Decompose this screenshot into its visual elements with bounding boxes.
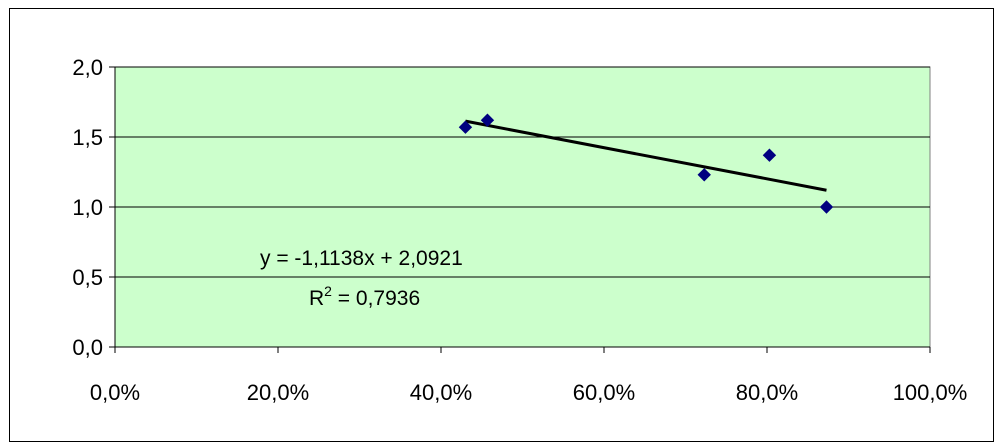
x-tick-label: 60,0% (573, 380, 635, 405)
r-exponent: 2 (324, 283, 332, 299)
r-squared-label: R2 = 0,7936 (309, 283, 420, 310)
x-tick-label: 40,0% (410, 380, 472, 405)
y-tick-label: 0,0 (72, 335, 103, 360)
x-tick-label: 80,0% (736, 380, 798, 405)
data-point (697, 168, 711, 182)
trendline (465, 119, 827, 192)
trendline-equation: y = -1,1138x + 2,0921 (260, 247, 463, 270)
data-points (458, 113, 834, 214)
y-tick-label: 2,0 (72, 55, 103, 80)
y-tick-label: 1,0 (72, 195, 103, 220)
data-point (762, 148, 777, 162)
y-axis-ticks: 0,0 0,5 1,0 1,5 2,0 (72, 55, 115, 360)
data-point (480, 113, 495, 127)
y-tick-label: 0,5 (72, 265, 103, 290)
x-tick-label: 100,0% (893, 380, 968, 405)
data-point (819, 200, 834, 214)
x-tick-label: 0,0% (90, 380, 140, 405)
data-point (458, 120, 473, 134)
x-axis-ticks: 0,0% 20,0% 40,0% 60,0% 80,0% 100,0% (90, 347, 967, 405)
gridlines (115, 66, 930, 278)
y-tick-label: 1,5 (72, 125, 103, 150)
x-tick-label: 20,0% (247, 380, 309, 405)
r-squared-value: = 0,7936 (332, 287, 420, 310)
r-label: R (309, 287, 324, 310)
